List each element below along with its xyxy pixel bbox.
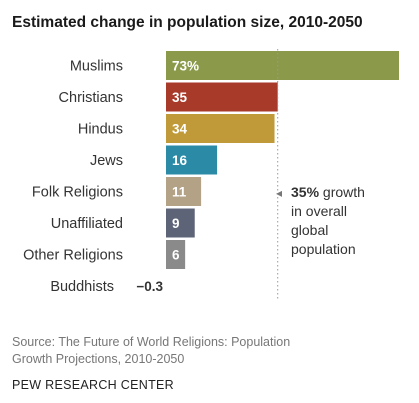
bar xyxy=(166,51,399,80)
bar xyxy=(166,145,218,175)
bar xyxy=(166,82,278,112)
bar xyxy=(166,240,186,269)
category-label: Unaffiliated xyxy=(51,216,123,232)
credit-label: PEW RESEARCH CENTER xyxy=(12,378,174,392)
category-label: Folk Religions xyxy=(32,185,123,201)
chart-title: Estimated change in population size, 201… xyxy=(12,14,363,31)
category-label: Christians xyxy=(59,90,123,106)
bar xyxy=(166,208,195,238)
data-label: 16 xyxy=(172,153,188,168)
data-label: 35 xyxy=(172,90,188,105)
category-label: Jews xyxy=(90,153,123,169)
category-label: Hindus xyxy=(78,122,123,138)
source-note: Source: The Future of World Religions: P… xyxy=(12,335,291,366)
category-label: Other Religions xyxy=(23,248,123,264)
category-label: Muslims xyxy=(70,59,123,75)
data-label: −0.3 xyxy=(136,279,163,294)
bar-chart: Muslims 73% Christians 35 Hindus 34 Jews 16 Folk… xyxy=(23,49,399,301)
data-label: 6 xyxy=(172,248,180,263)
data-label: 73% xyxy=(172,59,199,74)
annotation-text: 35% growth xyxy=(291,184,365,200)
annotation-text: population xyxy=(291,241,356,257)
category-label: Buddhists xyxy=(50,279,114,295)
bar xyxy=(166,114,275,143)
annotation-text: in overall xyxy=(291,203,347,219)
annotation-text: global xyxy=(291,222,328,238)
annotation-arrow: ◂ xyxy=(276,186,282,200)
data-label: 34 xyxy=(172,122,188,137)
bar xyxy=(166,177,202,206)
data-label: 9 xyxy=(172,216,180,231)
data-label: 11 xyxy=(172,185,187,200)
